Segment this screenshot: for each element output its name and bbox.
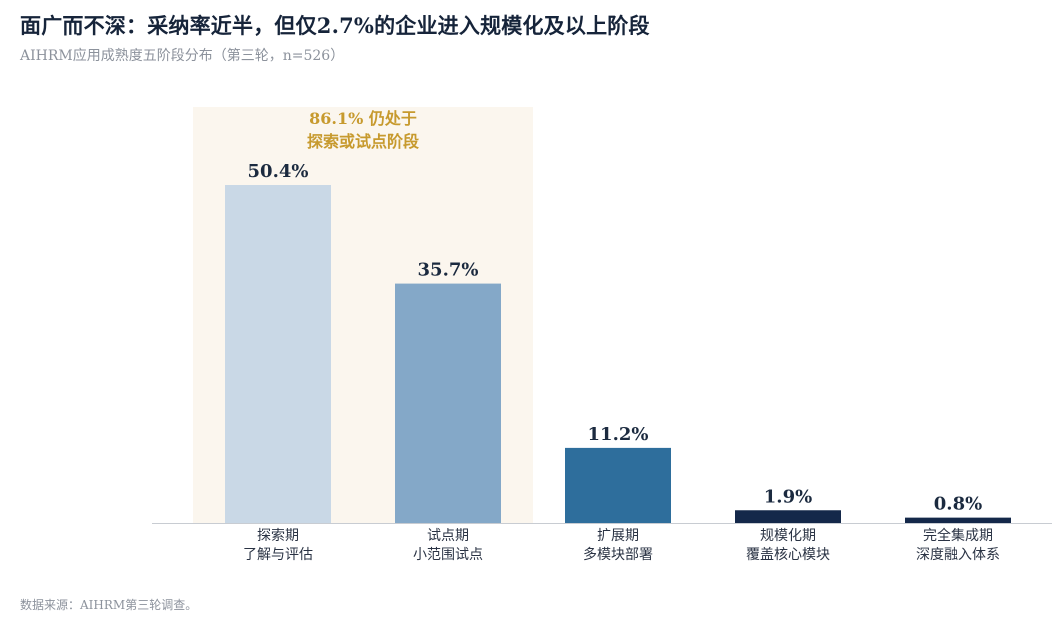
- bar-5: [905, 517, 1011, 523]
- source-note: 数据来源：AIHRM第三轮调查。: [20, 598, 198, 612]
- value-label-5: 0.8%: [934, 494, 982, 515]
- bar-1: [225, 185, 331, 523]
- callout-text-line1: 86.1% 仍处于: [309, 109, 417, 128]
- bar-2: [395, 283, 501, 523]
- bar-3: [565, 447, 671, 523]
- category-label-2-line1: 试点期: [427, 528, 469, 544]
- value-label-4: 1.9%: [764, 486, 812, 507]
- callout-text-line2: 探索或试点阶段: [307, 132, 420, 151]
- category-label-3-line1: 扩展期: [597, 528, 639, 544]
- category-label-4-line2: 覆盖核心模块: [746, 547, 830, 563]
- chart-subtitle: AIHRM应用成熟度五阶段分布（第三轮，n=526）: [20, 48, 345, 64]
- bar-4: [735, 510, 841, 523]
- category-label-4-line1: 规模化期: [760, 528, 816, 544]
- category-label-1-line1: 探索期: [257, 527, 299, 544]
- bars-group: [225, 185, 1011, 523]
- category-label-5-line1: 完全集成期: [923, 527, 993, 544]
- value-label-3: 11.2%: [588, 424, 649, 445]
- value-label-1: 50.4%: [248, 161, 309, 182]
- category-label-3-line2: 多模块部署: [583, 546, 653, 563]
- category-label-1-line2: 了解与评估: [243, 547, 313, 563]
- value-label-2: 35.7%: [418, 260, 479, 281]
- category-label-2-line2: 小范围试点: [413, 546, 483, 563]
- chart-title: 面广而不深：采纳率近半，但仅2.7%的企业进入规模化及以上阶段: [20, 13, 650, 38]
- category-label-5-line2: 深度融入体系: [916, 547, 1000, 563]
